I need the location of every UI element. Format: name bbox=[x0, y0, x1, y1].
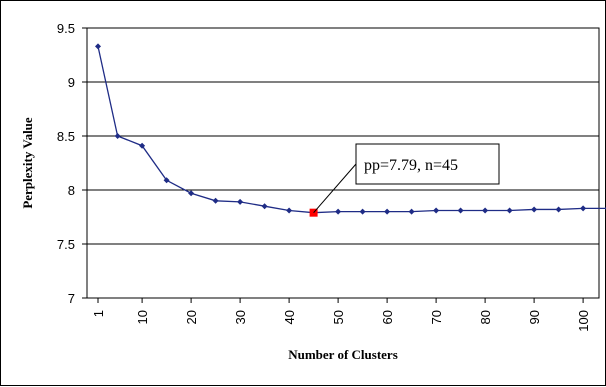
data-point bbox=[408, 208, 415, 215]
x-tick-label: 100 bbox=[576, 310, 591, 332]
data-point bbox=[457, 207, 464, 214]
x-tick-label: 40 bbox=[282, 310, 297, 324]
data-point bbox=[188, 190, 195, 197]
data-point bbox=[531, 206, 538, 213]
data-point bbox=[335, 208, 342, 215]
data-point bbox=[506, 207, 513, 214]
y-tick-label: 8 bbox=[68, 183, 75, 198]
grid-lines bbox=[87, 81, 599, 245]
data-point bbox=[163, 177, 170, 184]
y-axis-title: Perplexity Value bbox=[20, 117, 35, 209]
data-point bbox=[384, 208, 391, 215]
data-point bbox=[95, 43, 101, 50]
axis-ticks: 7 7.5 8 8.5 9 9.5 1 10 20 30 40 50 60 70 80 90 100 bbox=[57, 21, 591, 332]
x-tick-label: 60 bbox=[380, 310, 395, 324]
callout-box bbox=[355, 143, 500, 185]
y-tick-label: 7 bbox=[68, 291, 75, 306]
data-point bbox=[359, 208, 366, 215]
series-line bbox=[97, 46, 606, 214]
series-layer bbox=[95, 43, 606, 217]
x-tick-label: 90 bbox=[527, 310, 542, 324]
x-tick-label: 10 bbox=[135, 310, 150, 324]
data-point bbox=[482, 207, 489, 214]
data-point bbox=[555, 206, 562, 213]
data-point bbox=[114, 133, 121, 139]
data-point bbox=[261, 203, 268, 210]
callout-label: pp=7.79, n=45 bbox=[364, 157, 458, 174]
y-tick-label: 7.5 bbox=[57, 237, 75, 252]
x-axis-title: Number of Clusters bbox=[288, 347, 398, 362]
x-tick-label: 20 bbox=[184, 310, 199, 324]
data-point bbox=[433, 207, 440, 214]
x-tick-label: 70 bbox=[429, 310, 444, 324]
x-tick-label: 1 bbox=[91, 310, 106, 317]
data-point bbox=[237, 198, 244, 205]
y-tick-label: 9.5 bbox=[57, 21, 75, 36]
y-tick-label: 9 bbox=[68, 75, 75, 90]
x-tick-label: 50 bbox=[331, 310, 346, 324]
x-tick-label: 80 bbox=[478, 310, 493, 324]
callout-leader bbox=[313, 163, 357, 214]
y-tick-label: 8.5 bbox=[57, 129, 75, 144]
data-point bbox=[580, 205, 587, 212]
plot-area bbox=[86, 27, 600, 299]
x-tick-label: 30 bbox=[233, 310, 248, 324]
data-point bbox=[212, 197, 219, 204]
data-point bbox=[286, 207, 293, 214]
annotation-layer: pp=7.79, n=45 bbox=[313, 143, 500, 214]
data-point bbox=[139, 142, 146, 149]
